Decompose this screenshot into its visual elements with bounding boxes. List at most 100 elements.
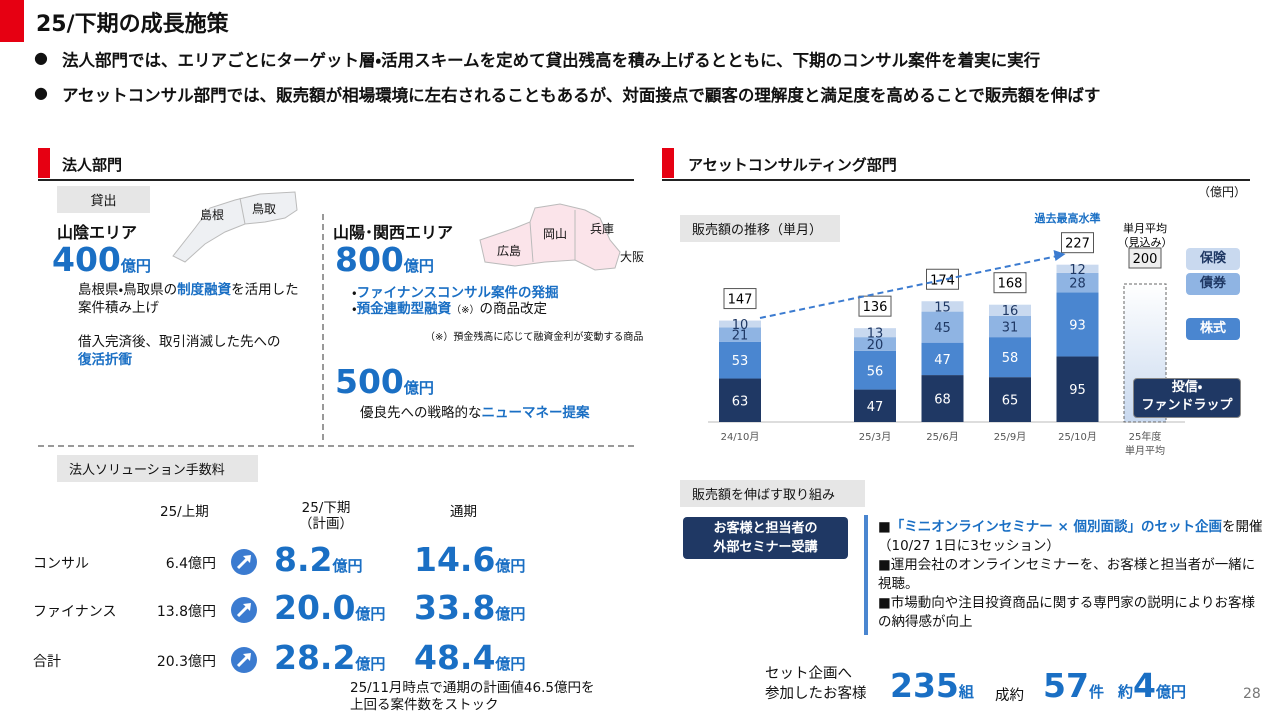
bar-segment xyxy=(1056,264,1099,273)
text: ファイナンスコンサル案件の発掘 xyxy=(356,285,559,301)
data-label: 12 xyxy=(1069,263,1086,278)
text: 市場動向や注目投資商品に関する専門家の説明によりお客様の納得感が向上 xyxy=(878,595,1255,630)
point: ・ファイナンスコンサル案件の発掘 xyxy=(352,281,559,301)
bar-segment xyxy=(1056,356,1099,422)
cell: 20.0億円 xyxy=(274,588,385,627)
x-tick-label: 25年度単月平均 xyxy=(1125,430,1165,457)
unit: 億円 xyxy=(495,557,526,575)
row-label: コンサル xyxy=(33,556,89,572)
data-label: 10 xyxy=(732,318,749,333)
map-label: 鳥取 xyxy=(252,202,277,216)
arrow-icon xyxy=(230,596,258,624)
page-number: 28 xyxy=(1243,686,1261,702)
map xyxy=(172,191,298,263)
legend-item: 投信・ ファンドラップ xyxy=(1133,378,1241,418)
bullet-text: アセットコンサル部門では、販売額が相場環境に左右されることもあるが、対面接点で顧… xyxy=(62,86,1101,105)
element xyxy=(243,653,251,661)
unit: 億円 xyxy=(355,655,386,673)
icon xyxy=(231,597,257,623)
amount: 500億円 xyxy=(335,362,434,401)
bar-segment xyxy=(854,350,896,390)
bar-segment xyxy=(854,328,896,338)
section-heading: アセットコンサルティング部門 xyxy=(688,156,897,174)
text: 「ミニオンラインセミナー × 個別面談」のセット企画 xyxy=(890,519,1222,535)
amount: 400億円 xyxy=(52,240,151,279)
text: ■ xyxy=(878,557,891,573)
value: 14.6 xyxy=(414,540,496,579)
bar-segment xyxy=(1056,292,1099,357)
point: 優良先への戦略的なニューマネー提案 xyxy=(360,401,590,421)
amount: 800億円 xyxy=(335,240,434,279)
unit: 億円 xyxy=(355,605,386,623)
area-name: 山陰エリア xyxy=(57,223,138,242)
data-label: 56 xyxy=(867,364,884,379)
text: を開催（10/27 1日に3セッション） xyxy=(878,519,1263,554)
text: ・ xyxy=(352,301,357,317)
data-label: 65 xyxy=(1002,394,1019,409)
text: 約 xyxy=(1118,683,1134,701)
map-shape xyxy=(479,203,621,271)
map-label: 大阪 xyxy=(620,250,645,264)
cell: 13.8億円 xyxy=(156,604,216,620)
value: 20.0 xyxy=(274,588,356,627)
data-label: 63 xyxy=(732,394,749,409)
divider xyxy=(38,445,634,447)
row-label: ファイナンス xyxy=(33,604,117,620)
bar xyxy=(864,515,868,635)
result-label: 成約 xyxy=(995,688,1024,704)
bar-segment xyxy=(921,311,964,343)
area-name: 山陽･関西エリア xyxy=(333,223,454,242)
map-label: 岡山 xyxy=(543,227,568,241)
text: 800 xyxy=(335,240,404,279)
text: 運用会社のオンラインセミナーを、お客様と担当者が一緒に視聴。 xyxy=(878,557,1256,592)
map-shape xyxy=(172,191,298,263)
item: ■市場動向や注目投資商品に関する専門家の説明によりお客様の納得感が向上 xyxy=(878,594,1263,632)
bar-segment xyxy=(989,377,1031,422)
element xyxy=(243,555,251,563)
bar-segment xyxy=(921,375,964,422)
value: 8.2 xyxy=(274,540,333,579)
bar-segment xyxy=(989,304,1031,316)
data-label: 31 xyxy=(1002,320,1019,335)
rule xyxy=(38,179,634,181)
icon xyxy=(231,549,257,575)
text: の商品改定 xyxy=(479,301,547,317)
text: 制度融資 xyxy=(177,282,232,298)
text: ■ xyxy=(878,595,891,611)
data-label: 16 xyxy=(1002,304,1019,319)
arrow-icon xyxy=(230,548,258,576)
cell: 33.8億円 xyxy=(414,588,525,627)
total-label: 227 xyxy=(1065,237,1090,252)
total-box xyxy=(926,268,959,290)
result: 約4億円 xyxy=(1118,666,1186,705)
title: 25/下期の成長施策 xyxy=(36,12,229,37)
text: を活用した案件積み上げ xyxy=(78,282,299,316)
data-label: 20 xyxy=(867,338,884,353)
trend-arrow xyxy=(759,255,1058,319)
legend-item: 債券 xyxy=(1186,273,1240,295)
rule xyxy=(662,179,1250,181)
unit: 億円 xyxy=(495,655,526,673)
section-heading: 法人部門 xyxy=(62,156,123,174)
data-label: 47 xyxy=(934,353,951,368)
divider xyxy=(322,214,324,440)
bullet: ● xyxy=(34,83,48,102)
data-label: 21 xyxy=(732,329,749,344)
row-label: 合計 xyxy=(33,654,61,670)
text: 島根県・鳥取県の xyxy=(78,282,178,298)
text: 235 xyxy=(890,666,959,705)
cell: 14.6億円 xyxy=(414,540,525,579)
amount-unit: 億円 xyxy=(120,257,151,275)
total-box xyxy=(1061,232,1094,254)
accent xyxy=(38,148,50,178)
value: 48.4 xyxy=(414,638,496,677)
tag: 貸出 xyxy=(57,186,150,213)
total-label: 200 xyxy=(1133,252,1158,267)
text: 組 xyxy=(958,683,974,701)
x-tick-label: 25/3月 xyxy=(859,431,891,443)
total-label: 174 xyxy=(930,273,955,288)
map-border xyxy=(529,221,534,263)
column-header: 25/下期 （計画） xyxy=(299,500,353,532)
bar-segment xyxy=(989,315,1031,338)
item: ■「ミニオンラインセミナー × 個別面談」のセット企画を開催（10/27 1日に… xyxy=(878,518,1263,556)
